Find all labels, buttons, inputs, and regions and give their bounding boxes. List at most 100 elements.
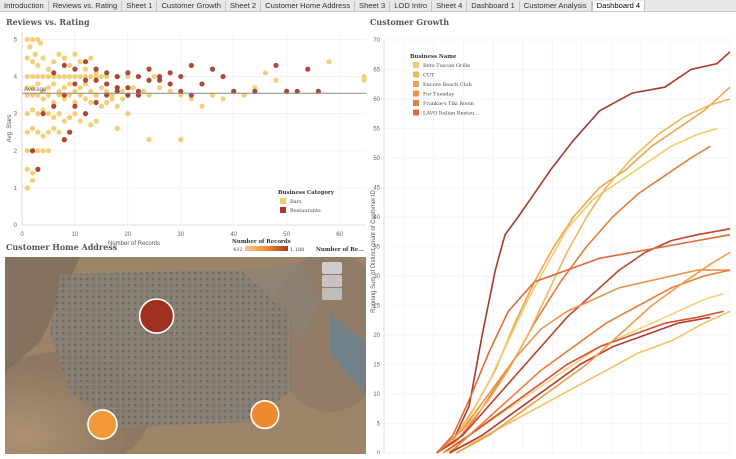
- scatter-point-bars[interactable]: [45, 92, 52, 98]
- legend-item-label[interactable]: Encore Beach Club: [423, 82, 472, 88]
- legend-item-label[interactable]: CUT: [423, 73, 435, 79]
- scatter-point-bars[interactable]: [61, 73, 67, 80]
- scatter-point-restaurants[interactable]: [284, 88, 290, 94]
- scatter-point-bars[interactable]: [82, 96, 89, 102]
- scatter-point-bars[interactable]: [45, 73, 52, 80]
- scatter-point-bars[interactable]: [24, 185, 30, 191]
- scatter-point-bars[interactable]: [326, 59, 332, 65]
- growth-series-line[interactable]: [449, 316, 711, 454]
- scatter-point-bars[interactable]: [146, 92, 152, 98]
- scatter-point-restaurants[interactable]: [72, 103, 78, 109]
- scatter-point-bars[interactable]: [114, 125, 120, 132]
- scatter-point-restaurants[interactable]: [125, 85, 131, 91]
- scatter-point-restaurants[interactable]: [82, 111, 89, 117]
- scatter-point-bars[interactable]: [56, 88, 62, 94]
- scatter-point-bars[interactable]: [167, 88, 173, 94]
- scatter-point-restaurants[interactable]: [273, 62, 279, 69]
- scatter-point-bars[interactable]: [61, 55, 67, 61]
- scatter-point-bars[interactable]: [40, 107, 46, 113]
- scatter-point-restaurants[interactable]: [125, 70, 131, 76]
- scatter-point-restaurants[interactable]: [51, 103, 57, 109]
- scatter-point-restaurants[interactable]: [82, 77, 89, 83]
- scatter-point-bars[interactable]: [109, 92, 115, 98]
- scatter-point-bars[interactable]: [98, 103, 104, 109]
- scatter-point-bars[interactable]: [29, 125, 36, 132]
- scatter-point-restaurants[interactable]: [67, 129, 73, 135]
- map-marker[interactable]: [87, 409, 118, 440]
- scatter-point-bars[interactable]: [67, 81, 73, 87]
- scatter-point-bars[interactable]: [98, 85, 104, 91]
- scatter-point-bars[interactable]: [29, 170, 36, 176]
- scatter-point-bars[interactable]: [67, 92, 73, 98]
- scatter-point-bars[interactable]: [51, 114, 57, 120]
- scatter-point-restaurants[interactable]: [93, 99, 99, 106]
- growth-series-line[interactable]: [442, 292, 724, 454]
- scatter-point-restaurants[interactable]: [220, 73, 226, 80]
- scatter-point-restaurants[interactable]: [40, 111, 46, 117]
- legend-item-label[interactable]: Restaurants: [290, 208, 321, 214]
- scatter-point-bars[interactable]: [157, 85, 163, 91]
- scatter-point-bars[interactable]: [45, 111, 52, 117]
- scatter-point-bars[interactable]: [24, 166, 30, 172]
- scatter-point-restaurants[interactable]: [29, 148, 36, 154]
- sheet-tab-sheet-4[interactable]: Sheet 4: [432, 1, 468, 11]
- scatter-point-bars[interactable]: [88, 73, 94, 80]
- scatter-point-bars[interactable]: [56, 73, 62, 80]
- scatter-point-restaurants[interactable]: [135, 92, 142, 98]
- map-pan-control[interactable]: [322, 275, 342, 287]
- scatter-point-restaurants[interactable]: [51, 70, 57, 76]
- scatter-point-restaurants[interactable]: [231, 88, 237, 94]
- sheet-tab-reviews-vs-rating[interactable]: Reviews vs. Rating: [49, 1, 123, 11]
- scatter-point-bars[interactable]: [151, 73, 157, 80]
- scatter-point-restaurants[interactable]: [209, 66, 216, 72]
- scatter-point-bars[interactable]: [77, 92, 83, 98]
- scatter-point-restaurants[interactable]: [315, 88, 321, 94]
- scatter-point-bars[interactable]: [262, 70, 269, 76]
- scatter-point-bars[interactable]: [67, 73, 73, 80]
- scatter-point-restaurants[interactable]: [157, 73, 163, 80]
- scatter-point-restaurants[interactable]: [188, 92, 194, 98]
- scatter-point-bars[interactable]: [72, 73, 78, 80]
- scatter-point-restaurants[interactable]: [305, 66, 311, 72]
- legend-item-label[interactable]: For Tuesday: [423, 92, 454, 98]
- growth-series-line[interactable]: [455, 251, 731, 454]
- growth-series-line[interactable]: [436, 233, 731, 454]
- scatter-point-restaurants[interactable]: [104, 81, 110, 87]
- scatter-point-bars[interactable]: [361, 73, 367, 80]
- scatter-point-bars[interactable]: [51, 81, 57, 87]
- scatter-point-bars[interactable]: [56, 92, 62, 98]
- scatter-point-bars[interactable]: [24, 148, 30, 154]
- scatter-point-restaurants[interactable]: [114, 88, 120, 94]
- scatter-point-bars[interactable]: [72, 111, 78, 117]
- scatter-point-restaurants[interactable]: [167, 81, 173, 87]
- scatter-point-bars[interactable]: [241, 92, 247, 98]
- scatter-point-bars[interactable]: [130, 85, 136, 91]
- scatter-point-restaurants[interactable]: [252, 88, 258, 94]
- scatter-point-bars[interactable]: [35, 73, 41, 80]
- scatter-point-bars[interactable]: [93, 92, 99, 98]
- scatter-point-bars[interactable]: [56, 111, 62, 117]
- scatter-point-bars[interactable]: [51, 125, 57, 132]
- sheet-tab-introduction[interactable]: Introduction: [0, 1, 49, 11]
- sheet-tab-sheet-3[interactable]: Sheet 3: [355, 1, 391, 11]
- scatter-point-restaurants[interactable]: [61, 92, 67, 98]
- scatter-point-bars[interactable]: [45, 148, 52, 154]
- map-zoom-control[interactable]: [322, 262, 342, 274]
- scatter-point-bars[interactable]: [178, 137, 184, 143]
- scatter-point-bars[interactable]: [146, 137, 152, 143]
- legend-item-label[interactable]: LAVO Italian Restau...: [423, 111, 480, 117]
- scatter-point-bars[interactable]: [109, 96, 115, 102]
- sheet-tab-dashboard-1[interactable]: Dashboard 1: [467, 1, 520, 11]
- scatter-point-bars[interactable]: [199, 103, 205, 109]
- sheet-tab-customer-home-address[interactable]: Customer Home Address: [261, 1, 355, 11]
- scatter-point-bars[interactable]: [93, 73, 99, 80]
- scatter-point-restaurants[interactable]: [157, 77, 163, 83]
- scatter-point-bars[interactable]: [24, 129, 30, 135]
- scatter-point-bars[interactable]: [209, 92, 216, 98]
- growth-series-line[interactable]: [436, 98, 731, 454]
- scatter-point-bars[interactable]: [61, 96, 67, 102]
- scatter-point-restaurants[interactable]: [146, 77, 152, 83]
- address-map[interactable]: [0, 252, 390, 454]
- scatter-point-bars[interactable]: [220, 96, 226, 102]
- growth-series-line[interactable]: [442, 310, 724, 454]
